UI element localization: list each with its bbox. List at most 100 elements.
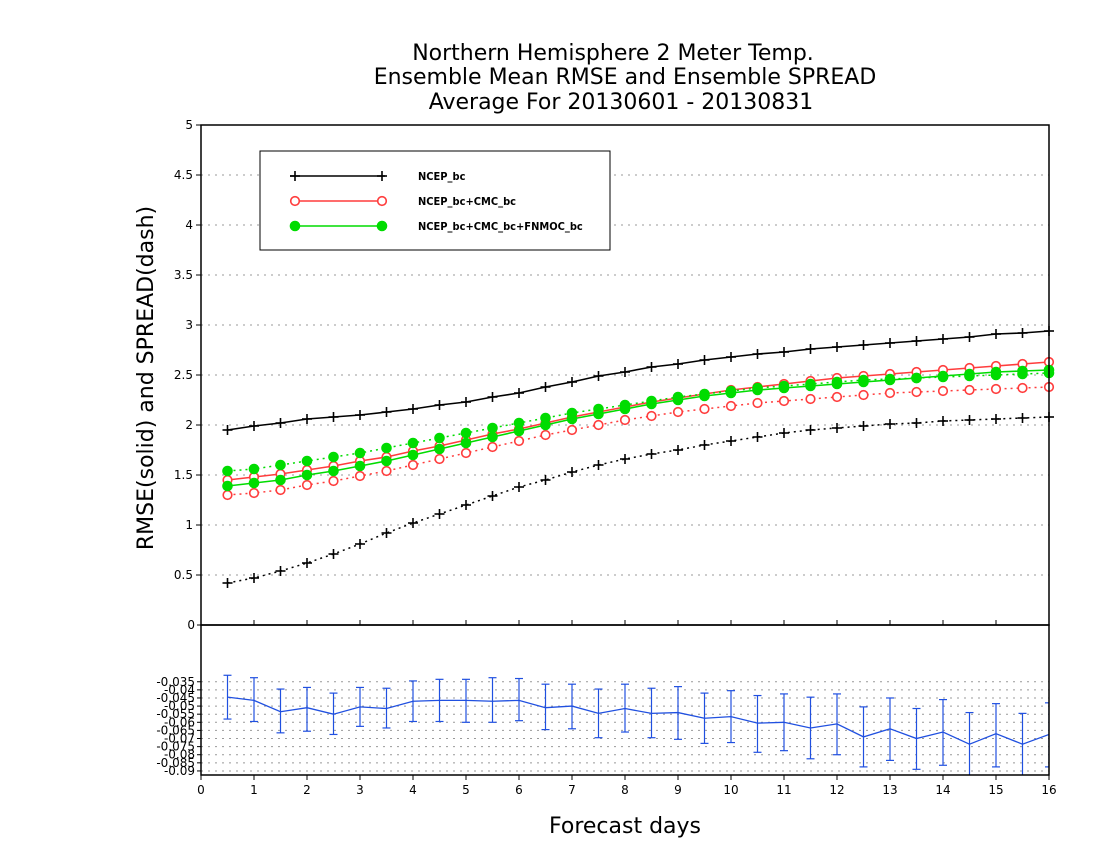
spread-point-ncep-bc xyxy=(752,432,763,442)
bottom-panel-frame xyxy=(200,624,1050,776)
spread-point-ncep-bc xyxy=(328,549,339,559)
rmse-point-ncep-bc-cmc-bc-fnmoc-bc xyxy=(248,477,260,489)
rmse-point-ncep-bc xyxy=(964,332,975,342)
spread-point-ncep-bc xyxy=(646,449,657,459)
spread-point-ncep-bc-cmc-bc xyxy=(381,465,392,477)
bottom-y-tick-label: -0.05 xyxy=(164,699,195,713)
spread-point-ncep-bc xyxy=(726,436,736,446)
rmse-point-ncep-bc xyxy=(991,329,1001,339)
legend-item-ncep-bc-cmc-bc: NCEP_bc+CMC_bc xyxy=(289,195,516,208)
rmse-point-ncep-bc xyxy=(222,425,233,435)
title-line-1: Northern Hemisphere 2 Meter Temp. xyxy=(412,41,814,66)
rmse-point-ncep-bc xyxy=(646,362,657,372)
rmse-point-ncep-bc-cmc-bc-fnmoc-bc xyxy=(275,474,286,486)
spread-point-ncep-bc-cmc-bc xyxy=(275,484,286,496)
rmse-point-ncep-bc-cmc-bc-fnmoc-bc xyxy=(752,384,763,396)
error-bar xyxy=(250,677,258,723)
spread-point-ncep-bc xyxy=(885,419,895,429)
bottom-y-tick-label: -0.055 xyxy=(156,707,195,721)
rmse-point-ncep-bc-cmc-bc-fnmoc-bc xyxy=(805,380,816,392)
rmse-point-ncep-bc xyxy=(779,347,789,357)
legend-label: NCEP_bc xyxy=(418,170,466,183)
spread-point-ncep-bc-cmc-bc xyxy=(328,475,339,487)
bottom-y-tick-label: -0.045 xyxy=(156,691,195,705)
error-bar xyxy=(488,677,497,723)
spread-point-ncep-bc xyxy=(964,415,975,425)
y-tick-label: 2 xyxy=(185,418,193,432)
spread-point-ncep-bc xyxy=(911,418,922,428)
spread-point-ncep-bc-cmc-bc xyxy=(222,489,233,501)
spread-point-ncep-bc-cmc-bc xyxy=(487,441,498,453)
bottom-y-tick-label: -0.04 xyxy=(164,683,195,697)
spread-point-ncep-bc-cmc-bc-fnmoc-bc xyxy=(301,455,313,467)
spread-line-ncep-bc-cmc-bc xyxy=(227,386,1050,496)
y-tick-label: 5 xyxy=(185,118,193,132)
spread-point-ncep-bc-cmc-bc xyxy=(858,389,869,401)
spread-point-ncep-bc-cmc-bc xyxy=(937,385,949,397)
rmse-point-ncep-bc-cmc-bc-fnmoc-bc xyxy=(964,368,975,380)
spread-point-ncep-bc-cmc-bc xyxy=(911,386,922,398)
legend-label: NCEP_bc+CMC_bc xyxy=(418,195,516,208)
error-bar xyxy=(1045,702,1049,768)
spread-point-ncep-bc xyxy=(805,425,816,435)
spread-point-ncep-bc xyxy=(514,482,524,492)
legend-label: NCEP_bc+CMC_bc+FNMOC_bc xyxy=(418,220,583,233)
spread-point-ncep-bc-cmc-bc xyxy=(540,429,551,441)
rmse-line-ncep-bc xyxy=(227,330,1050,431)
spread-point-ncep-bc xyxy=(540,475,551,485)
rmse-point-ncep-bc-cmc-bc-fnmoc-bc xyxy=(487,431,498,443)
rmse-line-ncep-bc-cmc-bc xyxy=(227,361,1050,481)
rmse-point-ncep-bc-cmc-bc-fnmoc-bc xyxy=(725,387,737,399)
x-tick-label: 8 xyxy=(621,783,629,797)
title-line-3: Average For 20130601 - 20130831 xyxy=(429,90,814,115)
spread-point-ncep-bc-cmc-bc xyxy=(805,393,816,405)
spread-point-ncep-bc xyxy=(991,414,1001,424)
rmse-point-ncep-bc xyxy=(726,352,736,362)
error-bar xyxy=(515,677,523,722)
spread-point-ncep-bc xyxy=(381,528,392,538)
rmse-point-ncep-bc-cmc-bc-fnmoc-bc xyxy=(593,408,604,420)
bottom-y-tick-label: -0.06 xyxy=(164,715,195,729)
spread-point-ncep-bc-cmc-bc xyxy=(248,487,260,499)
rmse-point-ncep-bc-cmc-bc-fnmoc-bc xyxy=(381,455,392,467)
rmse-point-ncep-bc-cmc-bc-fnmoc-bc xyxy=(434,443,445,455)
rmse-point-ncep-bc xyxy=(805,344,816,354)
rmse-point-ncep-bc xyxy=(567,377,577,387)
rmse-point-ncep-bc xyxy=(461,397,471,407)
spread-point-ncep-bc xyxy=(779,428,789,438)
x-tick-label: 4 xyxy=(409,783,417,797)
y-tick-label: 3.5 xyxy=(174,268,193,282)
rmse-point-ncep-bc-cmc-bc-fnmoc-bc xyxy=(407,449,419,461)
error-bar xyxy=(541,683,550,731)
rmse-point-ncep-bc xyxy=(1017,328,1028,338)
spread-point-ncep-bc-cmc-bc-fnmoc-bc xyxy=(248,463,260,475)
bottom-y-tick-label: -0.035 xyxy=(156,675,195,689)
spread-point-ncep-bc-cmc-bc-fnmoc-bc xyxy=(487,422,498,434)
spread-point-ncep-bc-cmc-bc-fnmoc-bc xyxy=(434,432,445,444)
rmse-point-ncep-bc xyxy=(355,410,365,420)
rmse-point-ncep-bc xyxy=(620,367,630,377)
rmse-point-ncep-bc xyxy=(832,342,842,352)
rmse-point-ncep-bc-cmc-bc-fnmoc-bc xyxy=(619,403,631,415)
x-tick-label: 7 xyxy=(568,783,576,797)
bottom-y-tick-label: -0.08 xyxy=(164,748,195,762)
error-bar xyxy=(992,703,1000,768)
legend-item-ncep-bc-cmc-bc-fnmoc-bc: NCEP_bc+CMC_bc+FNMOC_bc xyxy=(289,220,583,233)
spread-point-ncep-bc xyxy=(434,509,445,519)
spread-point-ncep-bc-cmc-bc xyxy=(354,470,366,482)
legend-marker xyxy=(376,220,388,232)
error-bar xyxy=(753,694,762,753)
rmse-point-ncep-bc xyxy=(885,338,895,348)
spread-point-ncep-bc-cmc-bc xyxy=(884,387,896,399)
y-tick-label: 1.5 xyxy=(174,468,193,482)
spread-point-ncep-bc xyxy=(699,440,710,450)
rmse-point-ncep-bc-cmc-bc-fnmoc-bc xyxy=(328,465,339,477)
rmse-point-ncep-bc xyxy=(858,340,869,350)
spread-point-ncep-bc-cmc-bc-fnmoc-bc xyxy=(460,427,472,439)
y-tick-label: 3 xyxy=(185,318,193,332)
rmse-point-ncep-bc xyxy=(673,359,683,369)
rmse-point-ncep-bc-cmc-bc-fnmoc-bc xyxy=(858,376,869,388)
rmse-point-ncep-bc xyxy=(249,421,259,431)
y-tick-label: 4 xyxy=(185,218,193,232)
spread-point-ncep-bc xyxy=(487,491,498,501)
